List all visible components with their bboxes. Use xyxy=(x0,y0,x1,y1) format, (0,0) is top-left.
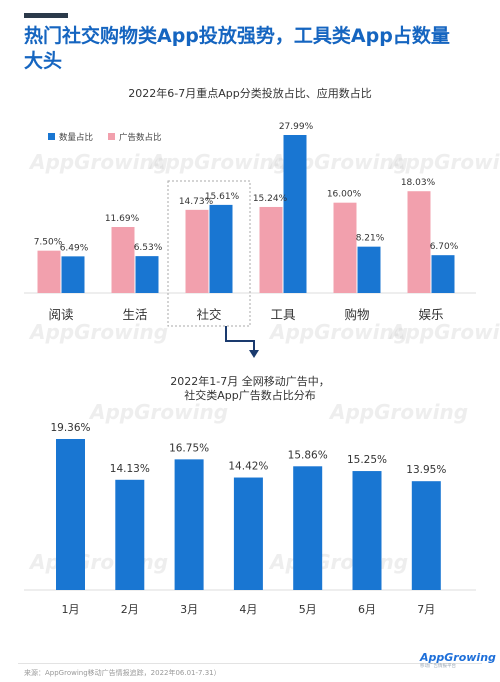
data-label-month: 15.86% xyxy=(288,449,328,461)
bar-month-4 xyxy=(293,466,323,590)
bar-month-5 xyxy=(352,471,382,590)
month-label: 3月 xyxy=(180,603,198,616)
data-label-month: 15.25% xyxy=(347,454,387,466)
bar-month-1 xyxy=(115,479,145,590)
page-headline: 热门社交购物类App投放强势，工具类App占数量大头 xyxy=(24,25,450,72)
legend-swatch-quantity xyxy=(48,133,55,140)
logo-subtitle: 移动广告情报平台 xyxy=(420,664,456,669)
bar-month-6 xyxy=(411,481,441,590)
data-label-quantity: 15.61% xyxy=(205,192,240,202)
legend-label-quantity: 数量占比 xyxy=(59,132,93,143)
data-label-month: 19.36% xyxy=(50,422,90,434)
data-label-month: 14.42% xyxy=(228,461,268,473)
bar-month-3 xyxy=(233,477,263,590)
category-label: 娱乐 xyxy=(418,307,443,322)
bar-quantity-3 xyxy=(283,135,307,293)
data-label-month: 16.75% xyxy=(169,442,209,454)
month-label: 2月 xyxy=(121,603,139,616)
data-label-ads: 11.69% xyxy=(105,214,140,224)
data-label-quantity: 8.21% xyxy=(356,234,385,244)
category-label: 阅读 xyxy=(48,307,73,322)
bar-quantity-5 xyxy=(431,255,455,293)
bar-quantity-0 xyxy=(61,256,85,293)
chart1-title: 2022年6-7月重点App分类投放占比、应用数占比 xyxy=(128,86,371,100)
category-label: 社交 xyxy=(196,307,221,322)
chart2-title-line1: 2022年1-7月 全网移动广告中， xyxy=(170,374,329,388)
bar-ads-2 xyxy=(185,209,209,293)
highlight-box xyxy=(167,180,251,327)
brand-logo: AppGrowing 移动广告情报平台 xyxy=(420,651,496,669)
data-label-month: 13.95% xyxy=(406,464,446,476)
source-note: 来源：AppGrowing移动广告情报追踪，2022年06.01-7.31） xyxy=(24,669,221,677)
category-label: 生活 xyxy=(122,307,147,322)
data-label-ads: 16.00% xyxy=(327,190,362,200)
month-label: 4月 xyxy=(239,603,257,616)
chart2-title-line2: 社交类App广告数占比分布 xyxy=(184,388,316,402)
connector-line xyxy=(225,326,255,352)
data-label-quantity: 6.70% xyxy=(430,242,459,252)
bar-quantity-2 xyxy=(209,204,233,293)
data-label-ads: 18.03% xyxy=(401,178,436,188)
bar-quantity-1 xyxy=(135,256,159,293)
month-label: 6月 xyxy=(358,603,376,616)
arrow-down-icon xyxy=(249,350,259,358)
data-label-quantity: 6.53% xyxy=(134,243,163,253)
bar-ads-0 xyxy=(37,250,61,293)
footer-divider xyxy=(18,663,482,664)
data-label-ads: 7.50% xyxy=(34,238,63,248)
data-label-ads: 14.73% xyxy=(179,197,214,207)
month-label: 1月 xyxy=(62,603,80,616)
month-label: 7月 xyxy=(417,603,435,616)
bar-month-2 xyxy=(174,459,204,590)
bar-ads-3 xyxy=(259,206,283,293)
legend-label-ads: 广告数占比 xyxy=(119,132,162,143)
bar-ads-4 xyxy=(333,202,357,293)
bar-ads-1 xyxy=(111,227,135,293)
category-label: 工具 xyxy=(270,307,296,322)
data-label-month: 14.13% xyxy=(110,463,150,475)
data-label-ads: 15.24% xyxy=(253,194,288,204)
legend-swatch-ads xyxy=(108,133,115,140)
data-label-quantity: 27.99% xyxy=(279,122,314,132)
logo-text: AppGrowing xyxy=(420,651,496,664)
category-label: 购物 xyxy=(344,307,369,322)
data-label-quantity: 6.49% xyxy=(60,243,89,253)
bar-month-0 xyxy=(56,439,85,590)
bar-ads-5 xyxy=(407,191,431,293)
month-label: 5月 xyxy=(299,603,317,616)
bar-quantity-4 xyxy=(357,246,381,293)
title-accent-bar xyxy=(24,13,68,18)
